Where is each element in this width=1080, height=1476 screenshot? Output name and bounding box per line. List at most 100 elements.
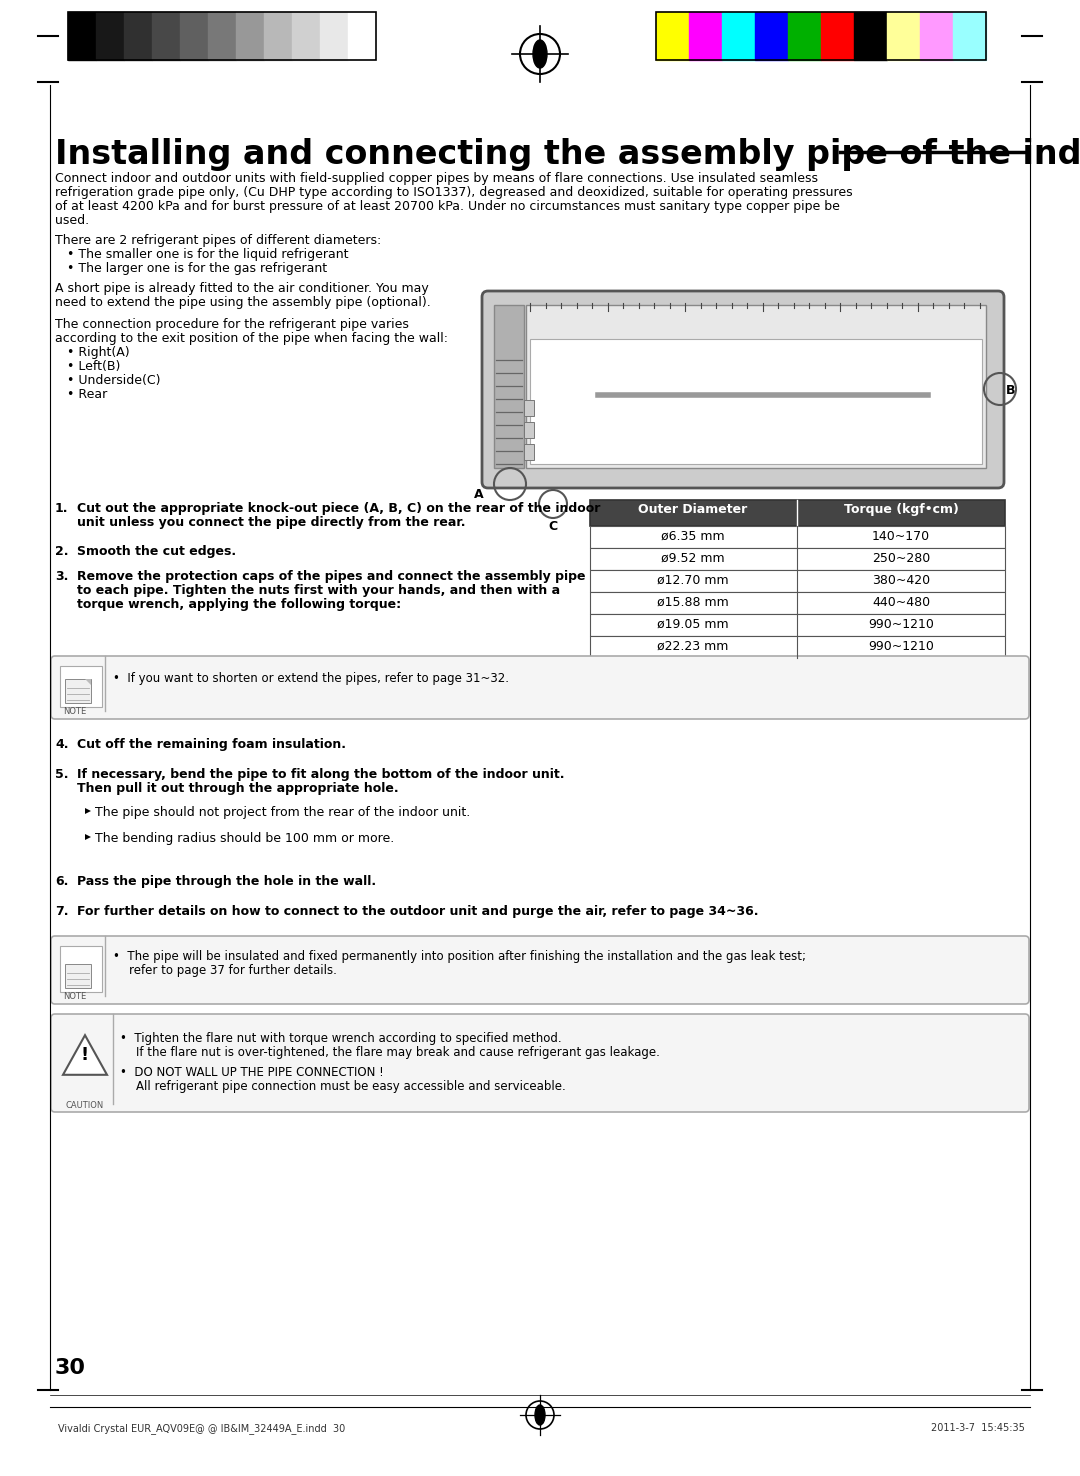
Text: The connection procedure for the refrigerant pipe varies: The connection procedure for the refrige…: [55, 317, 409, 331]
Bar: [348, 12, 376, 61]
Bar: [292, 12, 320, 61]
Text: Torque (kgf•cm): Torque (kgf•cm): [843, 503, 958, 517]
Bar: [180, 12, 208, 61]
Bar: [526, 306, 986, 468]
FancyBboxPatch shape: [51, 655, 1029, 719]
Text: of at least 4200 kPa and for burst pressure of at least 20700 kPa. Under no circ: of at least 4200 kPa and for burst press…: [55, 201, 840, 213]
Text: 6.: 6.: [55, 875, 68, 889]
Bar: [524, 422, 534, 438]
Text: NOTE: NOTE: [63, 707, 86, 716]
Text: !: !: [81, 1046, 89, 1064]
Bar: [590, 614, 1005, 636]
Bar: [920, 12, 953, 61]
Text: • The smaller one is for the liquid refrigerant: • The smaller one is for the liquid refr…: [67, 248, 349, 261]
Text: 4.: 4.: [55, 738, 68, 751]
Text: Cut off the remaining foam insulation.: Cut off the remaining foam insulation.: [77, 738, 346, 751]
Text: 2011-3-7  15:45:35: 2011-3-7 15:45:35: [931, 1423, 1025, 1433]
FancyBboxPatch shape: [51, 936, 1029, 1004]
Text: ø15.88 mm: ø15.88 mm: [657, 596, 729, 610]
Bar: [953, 12, 986, 61]
Text: ø9.52 mm: ø9.52 mm: [661, 552, 725, 565]
Text: CAUTION: CAUTION: [65, 1101, 104, 1110]
Polygon shape: [85, 807, 91, 813]
Polygon shape: [85, 834, 91, 840]
Text: refrigeration grade pipe only, (Cu DHP type according to ISO1337), degreased and: refrigeration grade pipe only, (Cu DHP t…: [55, 186, 852, 199]
Bar: [590, 636, 1005, 658]
Text: 2.: 2.: [55, 545, 68, 558]
Text: Then pull it out through the appropriate hole.: Then pull it out through the appropriate…: [77, 782, 399, 796]
Text: • Right(A): • Right(A): [67, 345, 130, 359]
Text: For further details on how to connect to the outdoor unit and purge the air, ref: For further details on how to connect to…: [77, 905, 758, 918]
Text: •  DO NOT WALL UP THE PIPE CONNECTION !: • DO NOT WALL UP THE PIPE CONNECTION !: [120, 1066, 383, 1079]
Bar: [755, 12, 788, 61]
Text: 140~170: 140~170: [872, 530, 930, 543]
Text: A: A: [474, 489, 484, 500]
Bar: [590, 548, 1005, 570]
Text: If the flare nut is over-tightened, the flare may break and cause refrigerant ga: If the flare nut is over-tightened, the …: [136, 1046, 660, 1058]
Polygon shape: [63, 1035, 107, 1075]
Text: refer to page 37 for further details.: refer to page 37 for further details.: [129, 964, 337, 977]
Bar: [530, 339, 982, 463]
Text: If necessary, bend the pipe to fit along the bottom of the indoor unit.: If necessary, bend the pipe to fit along…: [77, 768, 565, 781]
Text: Outer Diameter: Outer Diameter: [638, 503, 747, 517]
Text: •  If you want to shorten or extend the pipes, refer to page 31~32.: • If you want to shorten or extend the p…: [113, 672, 509, 685]
Bar: [152, 12, 180, 61]
Polygon shape: [85, 679, 91, 685]
Text: The pipe should not project from the rear of the indoor unit.: The pipe should not project from the rea…: [95, 806, 470, 819]
Bar: [65, 964, 91, 987]
Bar: [264, 12, 292, 61]
Text: 1.: 1.: [55, 502, 68, 515]
Bar: [65, 679, 91, 703]
Bar: [208, 12, 237, 61]
Bar: [788, 12, 821, 61]
Text: C: C: [548, 520, 557, 533]
Bar: [524, 400, 534, 416]
Bar: [656, 12, 986, 61]
Bar: [887, 12, 920, 61]
Text: torque wrench, applying the following torque:: torque wrench, applying the following to…: [77, 598, 401, 611]
Bar: [68, 12, 376, 61]
FancyBboxPatch shape: [482, 291, 1004, 489]
Bar: [124, 12, 152, 61]
Text: Remove the protection caps of the pipes and connect the assembly pipe: Remove the protection caps of the pipes …: [77, 570, 585, 583]
FancyBboxPatch shape: [51, 1014, 1029, 1111]
Text: A short pipe is already fitted to the air conditioner. You may: A short pipe is already fitted to the ai…: [55, 282, 429, 295]
Ellipse shape: [534, 40, 546, 68]
Text: according to the exit position of the pipe when facing the wall:: according to the exit position of the pi…: [55, 332, 448, 345]
Bar: [590, 500, 1005, 525]
Text: The bending radius should be 100 mm or more.: The bending radius should be 100 mm or m…: [95, 832, 394, 844]
Text: • Underside(C): • Underside(C): [67, 373, 161, 387]
Text: • Rear: • Rear: [67, 388, 107, 401]
Bar: [590, 525, 1005, 548]
Text: There are 2 refrigerant pipes of different diameters:: There are 2 refrigerant pipes of differe…: [55, 235, 381, 246]
Bar: [68, 12, 96, 61]
Bar: [656, 12, 689, 61]
Text: B: B: [1005, 384, 1015, 397]
Text: ø19.05 mm: ø19.05 mm: [658, 618, 729, 632]
Text: Vivaldi Crystal EUR_AQV09E@ @ IB&IM_32449A_E.indd  30: Vivaldi Crystal EUR_AQV09E@ @ IB&IM_3244…: [58, 1423, 346, 1433]
Text: •  Tighten the flare nut with torque wrench according to specified method.: • Tighten the flare nut with torque wren…: [120, 1032, 562, 1045]
Bar: [494, 306, 524, 468]
Bar: [689, 12, 723, 61]
Bar: [590, 592, 1005, 614]
Text: Smooth the cut edges.: Smooth the cut edges.: [77, 545, 237, 558]
Text: need to extend the pipe using the assembly pipe (optional).: need to extend the pipe using the assemb…: [55, 297, 431, 308]
Text: ø6.35 mm: ø6.35 mm: [661, 530, 725, 543]
Bar: [60, 666, 102, 707]
Text: Pass the pipe through the hole in the wall.: Pass the pipe through the hole in the wa…: [77, 875, 376, 889]
Text: 3.: 3.: [55, 570, 68, 583]
Text: Installing and connecting the assembly pipe of the indoor unit: Installing and connecting the assembly p…: [55, 137, 1080, 171]
Bar: [590, 570, 1005, 592]
Bar: [524, 444, 534, 461]
Text: •  The pipe will be insulated and fixed permanently into position after finishin: • The pipe will be insulated and fixed p…: [113, 951, 806, 962]
Text: 7.: 7.: [55, 905, 68, 918]
Text: Connect indoor and outdoor units with field-supplied copper pipes by means of fl: Connect indoor and outdoor units with fi…: [55, 173, 818, 184]
Bar: [320, 12, 348, 61]
Text: 30: 30: [55, 1358, 86, 1379]
Text: • The larger one is for the gas refrigerant: • The larger one is for the gas refriger…: [67, 263, 327, 275]
Text: unit unless you connect the pipe directly from the rear.: unit unless you connect the pipe directl…: [77, 517, 465, 528]
Bar: [96, 12, 124, 61]
Text: 990~1210: 990~1210: [868, 618, 934, 632]
Text: NOTE: NOTE: [63, 992, 86, 1001]
Text: Cut out the appropriate knock-out piece (A, B, C) on the rear of the indoor: Cut out the appropriate knock-out piece …: [77, 502, 600, 515]
